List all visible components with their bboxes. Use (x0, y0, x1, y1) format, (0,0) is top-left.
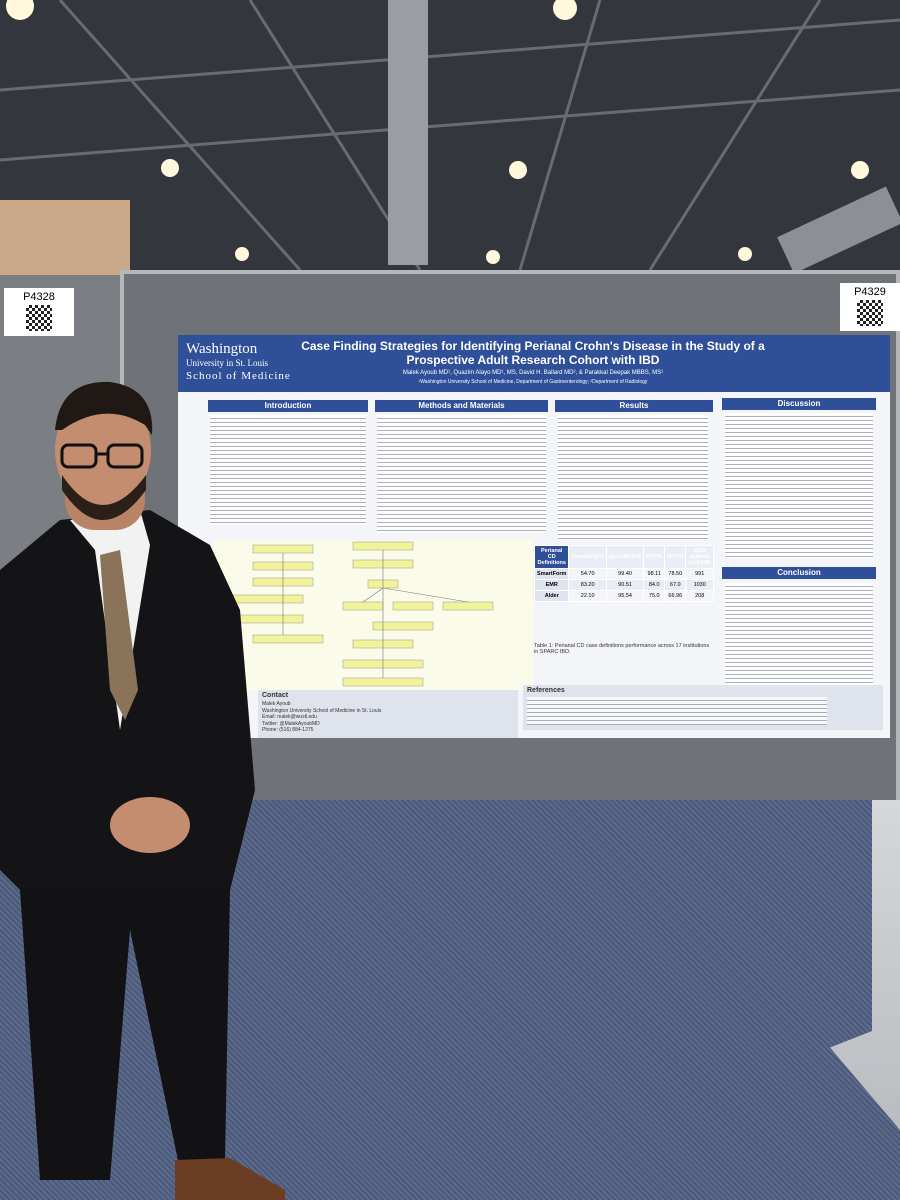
section-header: References (527, 687, 565, 694)
table-header-cell: NPV% (664, 545, 687, 569)
ceiling (0, 0, 900, 290)
person (0, 381, 285, 1200)
table-header-cell: pCD patients (n=1429) (685, 545, 714, 569)
table-row: Perianal CD Definitions Sensitivity% Speci… (533, 545, 714, 569)
table-header-cell: Sensitivity% (568, 545, 607, 569)
section-header: Discussion (722, 398, 876, 410)
body-text (210, 415, 366, 525)
contact-line: Washington University School of Medicine… (262, 707, 382, 714)
body-text (377, 415, 546, 533)
table-cell: 991 (685, 568, 714, 580)
affiliation: ¹Washington University School of Medicin… (418, 379, 648, 385)
flowchart (213, 540, 533, 690)
authors: Malek Ayoub MD¹, Quazim Alayo MD¹, MS, D… (402, 370, 664, 376)
table-cell: 90.51 (605, 579, 645, 591)
table-cell: Alder (533, 590, 570, 602)
table-cell: 54.70 (568, 568, 607, 580)
table-cell: 98.11 (643, 568, 666, 580)
body-text (725, 583, 873, 693)
logo: Washington University in St. Louis Schoo… (186, 341, 291, 382)
table-row: Alder 22.10 95.54 75.0 66.96 208 (533, 590, 714, 602)
table-cell: 83.20 (568, 579, 607, 591)
table-cell: 208 (685, 590, 714, 602)
poster: Washington University in St. Louis Schoo… (178, 335, 890, 738)
table-cell: 84.0 (643, 579, 666, 591)
table-header-cell: PPV% (643, 545, 666, 569)
table-row: SmartForm 54.70 99.40 98.11 78.50 991 (533, 568, 714, 580)
section-header: Contact (262, 692, 289, 699)
section-header: Conclusion (722, 567, 876, 579)
table-cell: 67.0 (664, 579, 687, 591)
contact-line: Malek Ayoub (262, 701, 291, 707)
contact-line: Phone: (516) 884-1275 (262, 727, 314, 733)
table-cell: 78.50 (664, 568, 687, 580)
body-text (527, 697, 827, 725)
poster-header (178, 335, 890, 392)
table-cell: 95.54 (605, 590, 645, 602)
table-cell: 75.0 (643, 590, 666, 602)
contact-box: Contact Malek Ayoub Washington University… (258, 690, 518, 738)
body-text (725, 413, 873, 558)
table-cell: 99.40 (605, 568, 645, 580)
flowchart-shapes (232, 541, 494, 687)
references-box: References (523, 685, 883, 730)
poster-title: Case Finding Strategies for Identifying … (301, 339, 765, 367)
body-text (558, 415, 708, 540)
table-header-cell: Specificity% (605, 545, 645, 569)
section-header: Methods and Materials (375, 400, 548, 412)
contact-line: Email: malek@wustl.edu (262, 714, 317, 720)
section-header: Introduction (208, 400, 368, 412)
table-cell: 1030 (685, 579, 714, 591)
table-cell: 66.96 (664, 590, 687, 602)
table-cell: SmartForm (533, 568, 570, 580)
table-row: EMR 83.20 90.51 84.0 67.0 1030 (533, 579, 714, 591)
board-label: P4329 (840, 283, 900, 331)
section-header: Results (555, 400, 713, 412)
table-caption: Table 1: Perianal CD case definitions pe… (534, 643, 710, 655)
contact-line: Twitter: @MalekAyoubMD (262, 720, 320, 727)
table-cell: 22.10 (568, 590, 607, 602)
table-cell: EMR (533, 579, 570, 591)
board-label: P4328 (4, 288, 74, 336)
results-table: Perianal CD Definitions Sensitivity% Speci… (533, 545, 714, 602)
table-header-cell: Perianal CD Definitions (533, 545, 570, 569)
